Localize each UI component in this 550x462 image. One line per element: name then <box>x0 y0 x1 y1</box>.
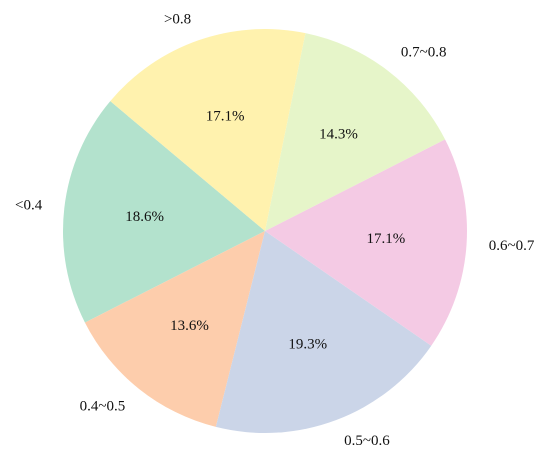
percentage-label-lt-0-4: 18.6% <box>125 209 164 225</box>
percentage-labels: 18.6% 13.6% 19.3% 17.1% 14.3% 17.1% <box>125 109 405 353</box>
pie-slice-0-5-0-6 <box>215 231 432 433</box>
pie-slice-0-4-0-5 <box>84 231 266 427</box>
percentage-label-0-7-0-8: 14.3% <box>319 127 358 143</box>
category-label-0-6-0-7: 0.6~0.7 <box>489 238 535 254</box>
pie-slice-gt-0-8 <box>110 28 306 231</box>
pie-slices <box>62 28 467 433</box>
percentage-label-0-6-0-7: 17.1% <box>367 231 406 247</box>
category-label-gt-0-8: >0.8 <box>164 11 191 27</box>
category-label-0-5-0-6: 0.5~0.6 <box>344 433 390 449</box>
percentage-label-0-5-0-6: 19.3% <box>288 336 327 352</box>
category-label-0-7-0-8: 0.7~0.8 <box>401 45 447 61</box>
category-label-lt-0-4: <0.4 <box>15 198 43 214</box>
pie-slice-0-6-0-7 <box>265 139 467 346</box>
pie-slice-lt-0-4 <box>62 101 265 323</box>
percentage-label-0-4-0-5: 13.6% <box>170 318 209 334</box>
category-labels: <0.4 0.4~0.5 0.5~0.6 0.6~0.7 0.7~0.8 >0.8 <box>15 11 535 449</box>
category-label-0-4-0-5: 0.4~0.5 <box>80 398 126 414</box>
pie-slice-0-7-0-8 <box>265 33 446 232</box>
percentage-label-gt-0-8: 17.1% <box>206 109 245 125</box>
